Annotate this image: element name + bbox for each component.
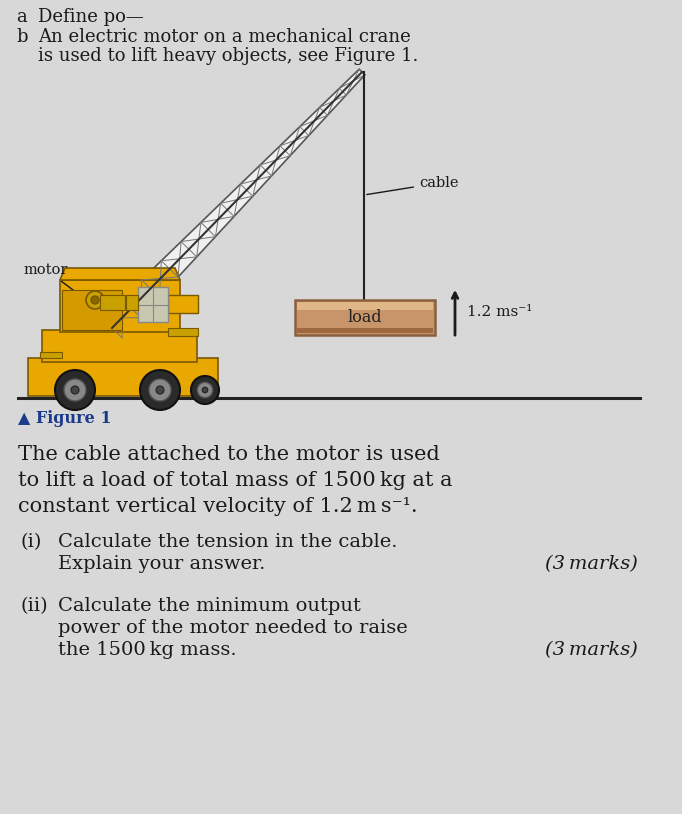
Bar — [28, 358, 218, 396]
Text: the 1500 kg mass.: the 1500 kg mass. — [58, 641, 237, 659]
Text: Explain your answer.: Explain your answer. — [58, 555, 265, 573]
Text: Define po—: Define po— — [38, 8, 144, 26]
Circle shape — [71, 386, 79, 394]
Circle shape — [86, 291, 104, 309]
Text: (ii): (ii) — [20, 597, 48, 615]
Circle shape — [91, 296, 99, 304]
Bar — [138, 287, 168, 322]
Text: Calculate the tension in the cable.: Calculate the tension in the cable. — [58, 533, 398, 551]
Text: An electric motor on a mechanical crane: An electric motor on a mechanical crane — [38, 28, 411, 46]
Bar — [100, 295, 125, 310]
Text: (3 marks): (3 marks) — [545, 555, 638, 573]
Text: load: load — [348, 309, 383, 326]
Circle shape — [55, 370, 95, 410]
Text: is used to lift heavy objects, see Figure 1.: is used to lift heavy objects, see Figur… — [38, 47, 418, 65]
Circle shape — [64, 379, 86, 401]
Text: (i): (i) — [20, 533, 42, 551]
Circle shape — [156, 386, 164, 394]
Text: motor: motor — [24, 263, 97, 308]
Text: power of the motor needed to raise: power of the motor needed to raise — [58, 619, 408, 637]
Text: a: a — [16, 8, 27, 26]
Text: b: b — [16, 28, 27, 46]
Circle shape — [191, 376, 219, 404]
Circle shape — [149, 379, 171, 401]
Text: cable: cable — [367, 176, 458, 195]
Polygon shape — [60, 268, 180, 280]
Circle shape — [140, 370, 180, 410]
Bar — [62, 290, 122, 330]
Text: to lift a load of total mass of 1500 kg at a: to lift a load of total mass of 1500 kg … — [18, 471, 452, 490]
Bar — [297, 302, 433, 310]
Bar — [168, 295, 198, 313]
Bar — [295, 300, 435, 335]
Bar — [40, 352, 62, 358]
Bar — [42, 330, 197, 362]
Text: (3 marks): (3 marks) — [545, 641, 638, 659]
Bar — [168, 328, 198, 336]
Text: The cable attached to the motor is used: The cable attached to the motor is used — [18, 445, 440, 464]
Text: 1.2 ms⁻¹: 1.2 ms⁻¹ — [467, 305, 533, 320]
Polygon shape — [102, 69, 365, 338]
Text: constant vertical velocity of 1.2 m s⁻¹.: constant vertical velocity of 1.2 m s⁻¹. — [18, 497, 417, 516]
Text: ▲ Figure 1: ▲ Figure 1 — [18, 410, 112, 427]
Circle shape — [202, 387, 208, 393]
Bar — [297, 328, 433, 333]
Text: Calculate the minimum output: Calculate the minimum output — [58, 597, 361, 615]
Bar — [60, 280, 180, 332]
Circle shape — [197, 383, 213, 398]
Bar — [126, 295, 138, 310]
